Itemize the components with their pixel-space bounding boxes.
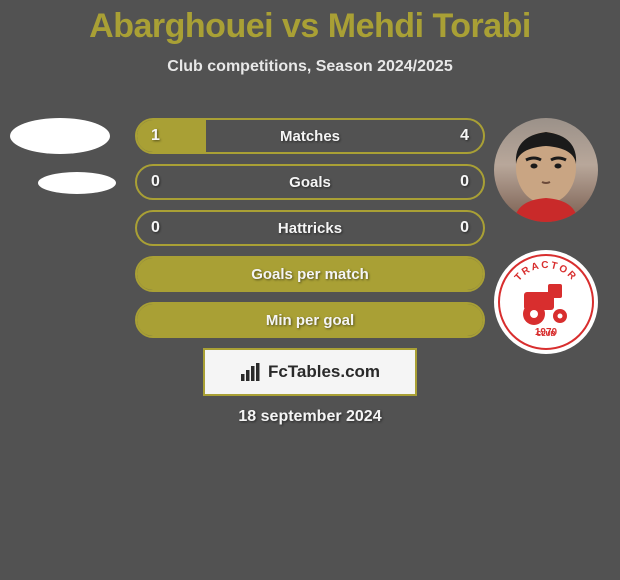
stat-value-left: 1 [151,127,160,145]
stat-fill-left [137,120,206,152]
stat-value-left: 0 [151,173,160,191]
player1-avatar-placeholder [10,118,110,154]
stat-row: 0 Hattricks 0 [135,210,485,246]
subtitle: Club competitions, Season 2024/2025 [0,58,620,76]
vs-text: vs [273,7,328,45]
brand-box[interactable]: FcTables.com [203,348,417,396]
player2-avatar [494,118,598,222]
stat-row: 1 Matches 4 [135,118,485,154]
brand-text: FcTables.com [268,362,380,382]
page-title: Abarghouei vs Mehdi Torabi [0,7,620,46]
stat-value-right: 0 [460,219,469,237]
stat-row: Goals per match [135,256,485,292]
stat-value-left: 0 [151,219,160,237]
right-avatars: TRACTOR CLUB 1970 [494,118,598,354]
stat-label: Min per goal [266,312,354,329]
stat-value-right: 4 [460,127,469,145]
player-face-icon [494,118,598,222]
stat-row: Min per goal [135,302,485,338]
stat-row: 0 Goals 0 [135,164,485,200]
stat-label: Hattricks [278,220,342,237]
stat-value-right: 0 [460,173,469,191]
date-text: 18 september 2024 [238,408,381,426]
stat-label: Goals [289,174,331,191]
bars-icon [240,362,262,382]
player1-name: Abarghouei [89,7,273,45]
player2-club-badge: TRACTOR CLUB 1970 [494,250,598,354]
left-placeholders [10,118,116,194]
club-year: 1970 [535,327,557,338]
stat-label: Goals per match [251,266,369,283]
stat-label: Matches [280,128,340,145]
stat-rows: 1 Matches 4 0 Goals 0 0 Hattricks 0 Goals per mat… [135,118,485,338]
player1-club-placeholder [38,172,116,194]
player2-name: Mehdi Torabi [328,7,531,45]
comparison-card: Abarghouei vs Mehdi Torabi Club competit… [0,0,620,580]
